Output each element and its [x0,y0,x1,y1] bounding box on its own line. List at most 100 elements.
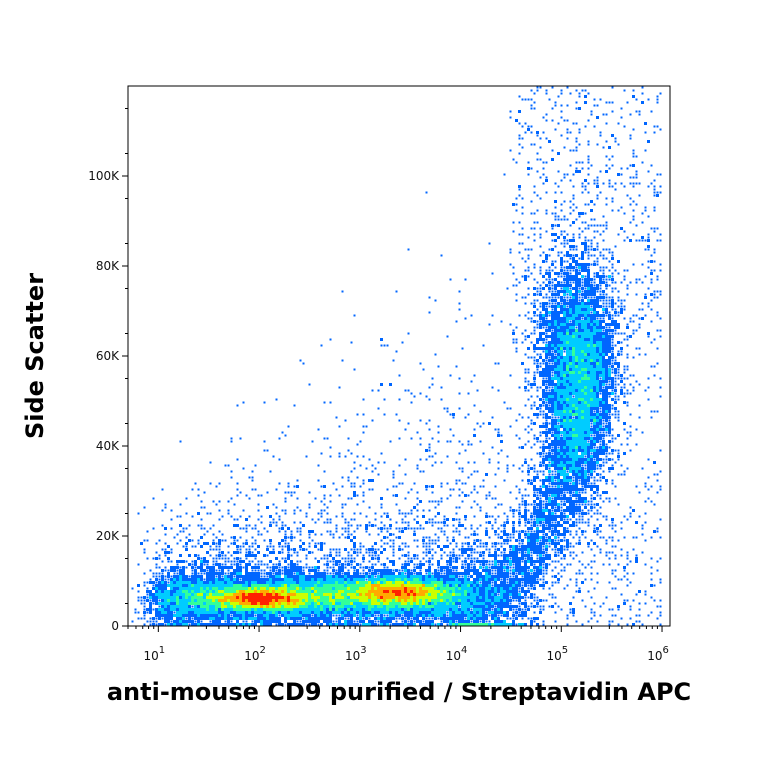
event-dot [611,386,614,389]
event-dot [572,428,575,431]
event-dot [287,542,290,545]
event-dot [530,533,533,536]
event-dot [560,437,563,440]
event-dot [653,227,656,230]
event-dot [227,569,230,572]
event-dot [563,260,566,263]
event-dot [557,428,560,431]
event-dot [590,293,593,296]
event-dot [578,506,581,509]
event-dot [599,440,602,443]
event-dot [152,572,155,575]
event-dot [236,575,239,578]
event-dot [545,254,548,257]
event-dot [596,311,599,314]
event-dot [212,572,215,575]
event-dot [575,470,578,473]
event-dot [575,335,578,338]
event-dot [404,512,407,515]
event-dot [605,410,608,413]
event-dot [533,185,536,188]
event-dot [578,215,581,218]
event-dot [368,569,371,572]
event-dot [566,413,569,416]
event-dot [494,572,497,575]
event-dot [536,560,539,563]
event-dot [545,404,548,407]
event-dot [227,464,230,467]
event-dot [488,491,491,494]
event-dot [593,380,596,383]
event-dot [566,329,569,332]
event-dot [593,560,596,563]
event-dot [608,404,611,407]
event-dot [401,554,404,557]
event-dot [578,500,581,503]
event-dot [527,464,530,467]
event-dot [485,473,488,476]
event-dot [326,569,329,572]
event-dot [554,326,557,329]
event-dot [536,518,539,521]
event-dot [434,299,437,302]
event-dot [371,572,374,575]
event-dot [536,572,539,575]
event-dot [593,272,596,275]
event-dot [335,527,338,530]
event-dot [632,164,635,167]
event-dot [260,515,263,518]
event-dot [542,542,545,545]
event-dot [350,557,353,560]
event-dot [449,560,452,563]
event-dot [275,569,278,572]
event-dot [551,425,554,428]
event-dot [593,530,596,533]
event-dot [203,527,206,530]
event-dot [332,563,335,566]
event-dot [554,473,557,476]
event-dot [542,383,545,386]
event-dot [560,509,563,512]
event-dot [449,542,452,545]
event-dot [206,572,209,575]
event-dot [554,470,557,473]
event-dot [605,323,608,326]
event-dot [584,242,587,245]
event-dot [584,323,587,326]
event-dot [512,338,515,341]
event-dot [533,500,536,503]
event-dot [338,386,341,389]
event-dot [380,383,383,386]
event-dot [620,386,623,389]
event-dot [590,539,593,542]
event-dot [569,314,572,317]
event-dot [158,572,161,575]
event-dot [461,443,464,446]
event-dot [566,458,569,461]
event-dot [563,518,566,521]
event-dot [512,515,515,518]
event-dot [179,539,182,542]
event-dot [605,257,608,260]
event-dot [512,332,515,335]
event-dot [608,317,611,320]
event-dot [542,443,545,446]
event-dot [545,494,548,497]
event-dot [398,437,401,440]
event-dot [656,296,659,299]
event-dot [323,497,326,500]
event-dot [431,572,434,575]
event-dot [578,143,581,146]
event-dot [572,320,575,323]
event-dot [176,572,179,575]
event-dot [536,170,539,173]
event-dot [578,128,581,131]
event-dot [512,533,515,536]
event-dot [590,422,593,425]
event-dot [389,533,392,536]
event-dot [569,389,572,392]
event-dot [413,530,416,533]
event-dot [512,563,515,566]
event-dot [578,338,581,341]
event-dot [428,455,431,458]
